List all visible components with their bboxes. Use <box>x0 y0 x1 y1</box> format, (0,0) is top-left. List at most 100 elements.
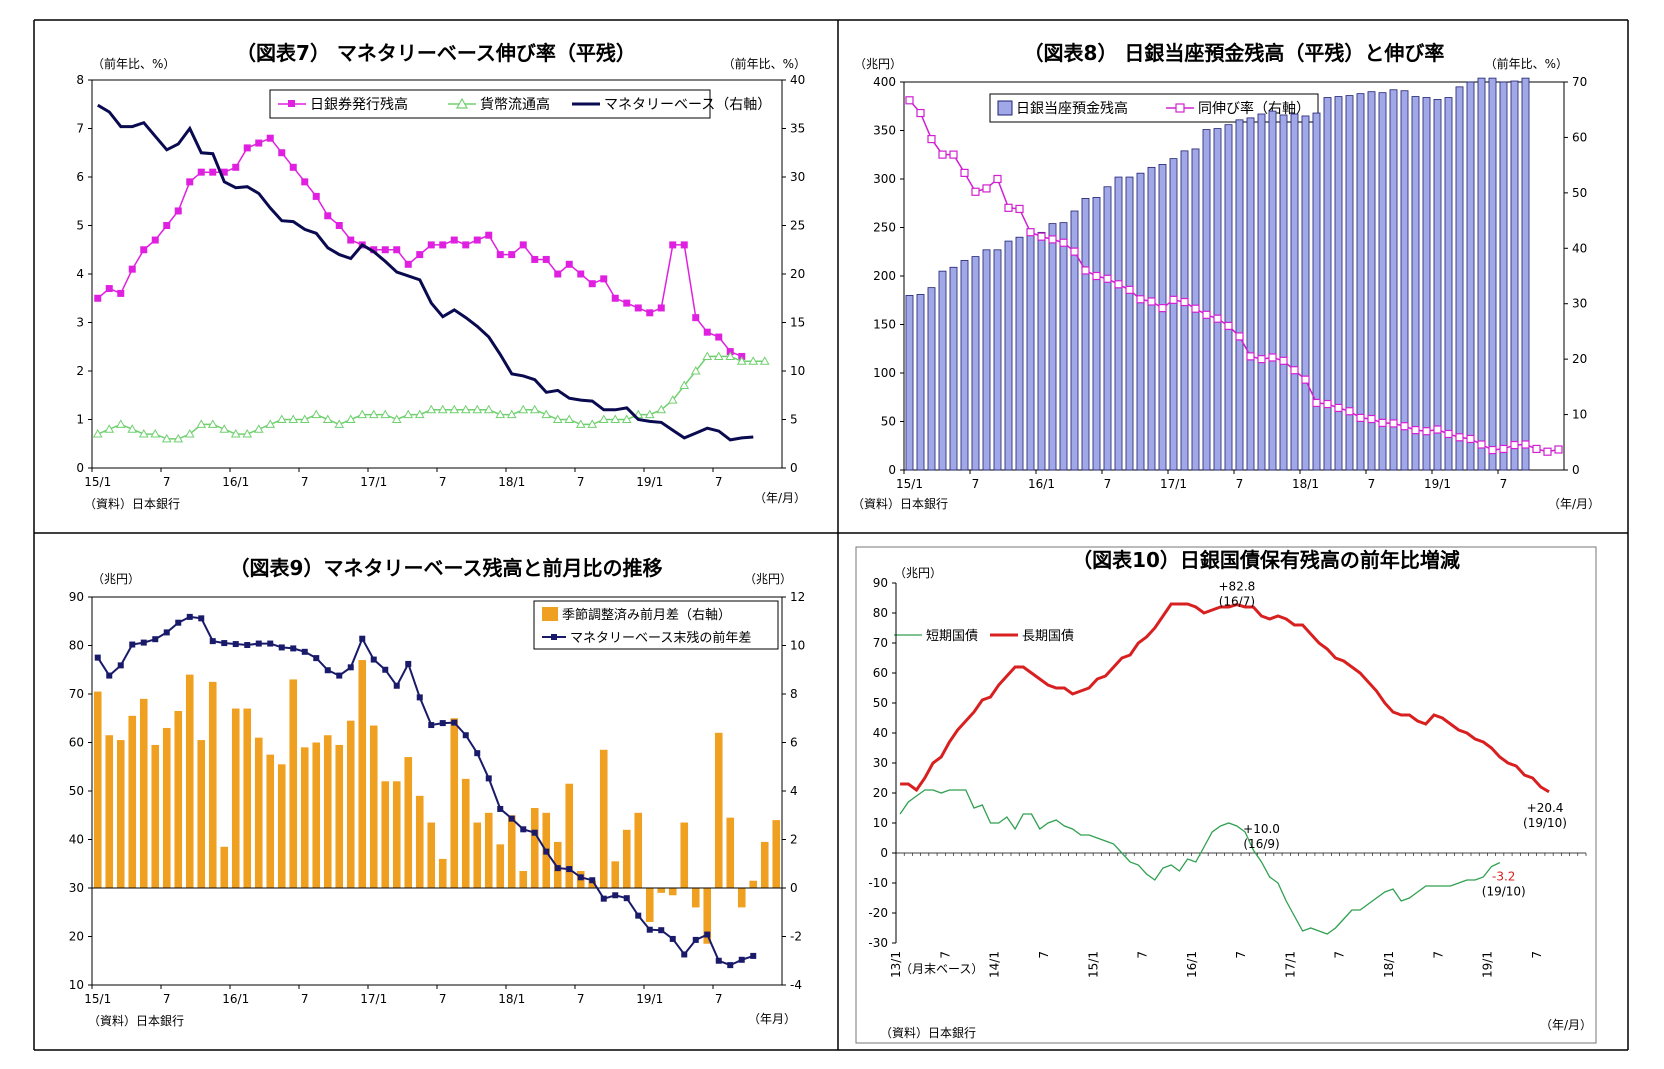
growth-point <box>916 108 925 118</box>
banknotes-point <box>266 134 274 142</box>
monthly-change-bar <box>427 822 436 888</box>
right-tick-label: 40 <box>1572 241 1587 255</box>
growth-point <box>1334 403 1343 413</box>
growth-point <box>1389 419 1398 428</box>
balance-bar <box>1367 91 1376 471</box>
coins-point <box>138 429 149 438</box>
coins-point <box>403 409 414 419</box>
balance-bar <box>1224 124 1233 471</box>
annotation-date: (19/10) <box>1523 816 1567 830</box>
banknotes-point <box>462 241 470 249</box>
left-tick-label: 200 <box>873 269 896 283</box>
yoy-change-point <box>416 694 423 701</box>
monthly-change-bar <box>484 812 493 888</box>
monthly-change-bar <box>208 681 217 888</box>
monthly-change-bar <box>507 815 516 888</box>
x-tick-label: 13/1 <box>889 951 903 978</box>
x-tick-label: 18/1 <box>498 475 525 489</box>
coins-point <box>725 351 736 360</box>
x-tick-label: 7 <box>1234 951 1248 959</box>
monthly-change-bar <box>415 795 424 888</box>
annotation-value: +20.4 <box>1527 801 1564 815</box>
yoy-change-point <box>531 829 538 836</box>
coins-point <box>150 429 161 438</box>
banknotes-point <box>496 251 504 259</box>
yoy-change-point <box>152 636 159 643</box>
plot-area <box>91 596 783 986</box>
growth-point <box>1191 304 1200 313</box>
growth-point <box>905 96 914 105</box>
coins-point <box>575 419 586 428</box>
coins-point <box>679 380 690 390</box>
source-note: （資料）日本銀行 <box>88 1014 184 1028</box>
banknotes-point <box>140 246 148 254</box>
coins-point <box>253 424 264 433</box>
coins-point <box>127 424 138 433</box>
balance-bar <box>1235 119 1244 471</box>
growth-point <box>1114 280 1123 289</box>
coins-point <box>391 414 402 423</box>
monthly-change-bar <box>496 844 505 888</box>
yoy-change-point <box>439 720 446 727</box>
yoy-change-point <box>497 805 504 812</box>
x-tick-label: 15/1 <box>1086 951 1100 978</box>
x-tick-label: 15/1 <box>896 477 923 491</box>
banknotes-point <box>427 241 435 249</box>
right-axis-unit: （兆円） <box>744 572 792 586</box>
x-tick-label: 18/1 <box>1382 951 1396 978</box>
balance-bar <box>1290 113 1299 471</box>
coins-point <box>345 414 356 423</box>
left-tick-label: 0 <box>888 463 896 477</box>
banknotes-point <box>416 251 424 259</box>
monthly-change-bar <box>404 757 413 888</box>
balance-bar <box>1081 197 1090 471</box>
banknotes-point <box>554 270 562 278</box>
x-tick-label: 16/1 <box>1185 951 1199 978</box>
growth-point <box>1532 444 1541 454</box>
source-note: （資料）日本銀行 <box>880 1026 976 1040</box>
x-tick-label: 7 <box>301 992 309 1006</box>
coins-point <box>288 414 299 423</box>
x-tick-label: 14/1 <box>988 951 1002 978</box>
balance-bar <box>1301 115 1310 471</box>
banknotes-point <box>450 236 458 244</box>
banknotes-point <box>473 236 481 244</box>
growth-point <box>1202 310 1211 319</box>
left-tick-label: 4 <box>76 267 84 281</box>
balance-bar <box>1059 222 1068 471</box>
monthly-change-bar <box>473 822 482 888</box>
growth-point <box>971 187 980 196</box>
balance-bar <box>1422 97 1431 471</box>
growth-point <box>1147 297 1156 306</box>
yoy-change-point <box>405 660 412 667</box>
balance-bar <box>1400 90 1409 471</box>
balance-bar <box>1521 77 1530 471</box>
banknotes-point <box>220 168 228 176</box>
x-tick-label: 19/1 <box>636 475 663 489</box>
banknotes-point <box>669 241 677 249</box>
right-tick-label: 10 <box>790 639 805 653</box>
x-tick-label: 19/1 <box>636 992 663 1006</box>
yoy-change-point <box>692 936 699 943</box>
coins-point <box>426 404 437 414</box>
balance-bar <box>1147 166 1156 471</box>
balance-bar <box>982 249 991 471</box>
yoy-change-point <box>232 641 239 648</box>
x-tick-label: 7 <box>163 992 171 1006</box>
x-tick-label: 7 <box>439 475 447 489</box>
banknotes-point <box>255 139 263 147</box>
growth-point <box>1290 366 1299 375</box>
monthly-change-bar <box>461 778 470 888</box>
growth-point <box>1092 271 1101 281</box>
x-tick-label: 7 <box>1431 951 1445 959</box>
annotation-date: (19/10) <box>1482 885 1526 899</box>
banknotes-point <box>485 231 493 239</box>
x-tick-label: 7 <box>1104 477 1112 491</box>
growth-point <box>1213 314 1222 323</box>
banknotes-point <box>508 251 516 259</box>
growth-point <box>1169 295 1178 304</box>
chart-title: （図表10）日銀国債保有残高の前年比増減 <box>1072 548 1460 572</box>
annotation-date: (16/9) <box>1243 837 1279 851</box>
balance-bar <box>1092 197 1101 471</box>
banknotes-point <box>703 328 711 336</box>
